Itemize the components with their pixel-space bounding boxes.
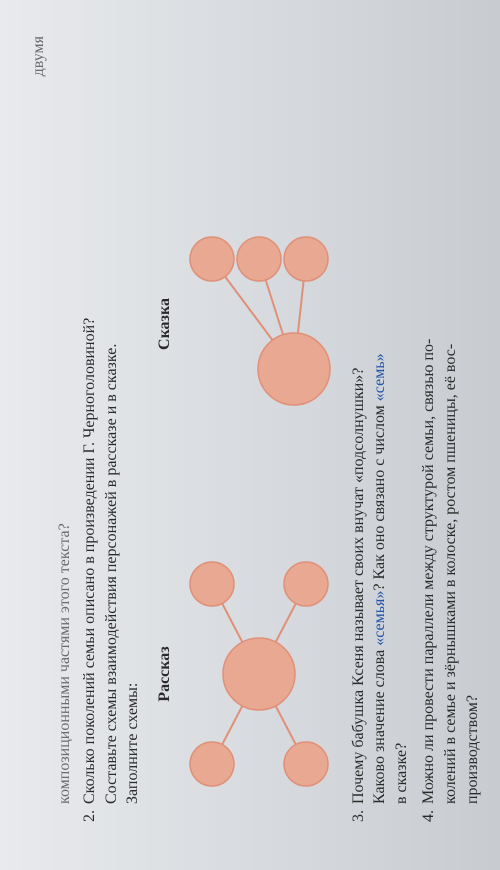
diagram1-svg: [184, 544, 334, 804]
q2-line2: Составьте схемы взаимодействия персонаже…: [101, 36, 123, 804]
q3-number: 3.: [348, 804, 370, 830]
word-sem: «семь»: [371, 353, 388, 401]
q3-line1: Почему бабушка Ксеня называет своих внуч…: [348, 36, 370, 804]
q3-line3: в сказке?: [391, 36, 413, 804]
q4-line3: производством?: [462, 36, 484, 804]
diagram-skazka: Сказка: [154, 214, 334, 434]
word-semya: «семья»: [371, 591, 388, 646]
q2-text: Сколько поколений семьи описано в произв…: [79, 36, 144, 804]
top-fragment-row: двумя: [28, 36, 50, 830]
diagram2-title: Сказка: [154, 298, 176, 350]
top-fragment: композиционными частями этого текста?: [54, 36, 76, 804]
diagram1-title: Рассказ: [154, 646, 176, 701]
q4-line1: Можно ли провести параллели между структ…: [418, 36, 440, 804]
q4-number: 4.: [418, 804, 440, 830]
diagram2-svg: [184, 214, 334, 434]
top-fragment-right: двумя: [30, 36, 47, 76]
q4-text: Можно ли провести параллели между структ…: [418, 36, 483, 804]
question-4: 4. Можно ли провести параллели между стр…: [418, 36, 483, 830]
q2-number: 2.: [79, 804, 101, 830]
q2-line3: Заполните схемы:: [122, 36, 144, 804]
q3-text: Почему бабушка Ксеня называет своих внуч…: [348, 36, 413, 804]
diagram-rasskaz: Рассказ: [154, 544, 334, 804]
q4-line2: колений в семье и зёрнышками в колоске, …: [440, 36, 462, 804]
question-2: 2. Сколько поколений семьи описано в про…: [79, 36, 144, 830]
question-3: 3. Почему бабушка Ксеня называет своих в…: [348, 36, 413, 830]
q2-line1: Сколько поколений семьи описано в произв…: [79, 36, 101, 804]
q3-line2: Каково значение слова «семья»? Как оно с…: [369, 36, 391, 804]
diagrams-row: Рассказ Сказка: [154, 36, 334, 804]
textbook-page: двумя композиционными частями этого текс…: [0, 0, 500, 870]
